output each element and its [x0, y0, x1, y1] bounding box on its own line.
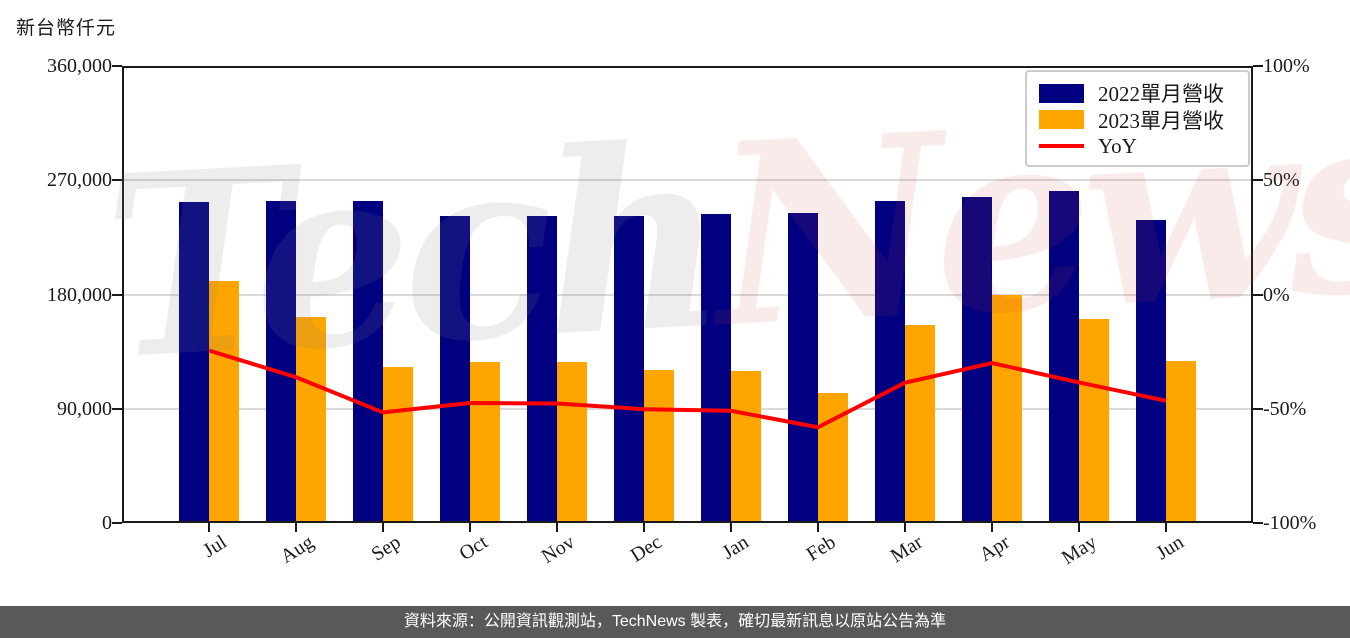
left-tick	[112, 522, 122, 524]
x-axis-label-Jan: Jan	[718, 531, 753, 564]
left-tick	[112, 407, 122, 410]
left-axis-tick-label: 180,000	[47, 283, 112, 306]
bar-2023單月營收-Jul	[209, 280, 239, 523]
x-axis-label-Oct: Oct	[455, 531, 492, 565]
x-tick-Oct	[469, 523, 471, 532]
x-tick-Apr	[991, 523, 993, 532]
source-footer: 資料來源：公開資訊觀測站，TechNews 製表，確切最新訊息以原站公告為準	[0, 606, 1350, 638]
x-tick-Nov	[556, 523, 558, 532]
legend-item-2022: 2022單月營收	[1039, 80, 1238, 106]
right-tick	[1253, 179, 1263, 182]
x-axis-label-May: May	[1057, 531, 1101, 570]
legend-label-2023-revenue: 2023單月營收	[1098, 108, 1224, 133]
bar-2023單月營收-Aug	[296, 317, 326, 523]
x-axis-label-Jun: Jun	[1152, 531, 1188, 565]
x-tick-Dec	[643, 523, 645, 532]
bar-2022單月營收-Jun	[1136, 220, 1166, 523]
bar-2023單月營收-Oct	[470, 361, 500, 523]
bar-2022單月營收-Dec	[614, 215, 644, 523]
x-tick-Mar	[904, 523, 906, 532]
right-axis-tick-label: 50%	[1263, 169, 1300, 192]
right-tick	[1253, 522, 1263, 524]
right-axis-tick-label: 0%	[1263, 283, 1290, 306]
y-axis-unit-label: 新台幣仟元	[16, 18, 117, 39]
x-axis-label-Feb: Feb	[802, 531, 840, 566]
x-axis-label-Nov: Nov	[537, 531, 579, 568]
x-tick-Feb	[817, 523, 819, 532]
right-tick	[1253, 407, 1263, 410]
legend-swatch-2022-revenue	[1039, 83, 1084, 103]
x-axis-label-Jul: Jul	[199, 531, 231, 563]
bar-2022單月營收-Jan	[701, 213, 731, 523]
x-axis-label-Mar: Mar	[886, 531, 927, 568]
source-footer-text: 資料來源：公開資訊觀測站，TechNews 製表，確切最新訊息以原站公告為準	[403, 613, 947, 630]
x-tick-Sep	[382, 523, 384, 532]
bar-2022單月營收-Mar	[875, 200, 905, 523]
right-axis-tick-label: -50%	[1263, 397, 1307, 420]
x-axis-label-Apr: Apr	[975, 531, 1014, 567]
right-tick	[1253, 65, 1263, 67]
gridline	[122, 179, 1253, 182]
x-tick-Jul	[208, 523, 210, 532]
bar-2023單月營收-Sep	[383, 366, 413, 523]
x-tick-Jun	[1165, 523, 1167, 532]
right-tick	[1253, 293, 1263, 296]
x-axis-label-Sep: Sep	[367, 531, 405, 566]
bar-2022單月營收-Feb	[788, 212, 818, 523]
bar-2023單月營收-Feb	[818, 392, 848, 523]
bar-2022單月營收-Jul	[179, 201, 209, 523]
legend-item-2023: 2023單月營收	[1039, 107, 1238, 133]
legend-swatch-2023-revenue	[1039, 110, 1084, 129]
bar-2022單月營收-Nov	[527, 215, 557, 523]
left-tick	[112, 293, 122, 296]
bar-2022單月營收-May	[1049, 191, 1079, 523]
x-axis-label-Aug: Aug	[276, 531, 318, 568]
right-axis-tick-label: -100%	[1263, 512, 1317, 534]
gridline	[122, 293, 1253, 296]
bar-2023單月營收-Mar	[905, 324, 935, 523]
bar-2023單月營收-Dec	[644, 370, 674, 523]
left-axis-tick-label: 90,000	[57, 397, 112, 420]
left-axis-tick-label: 360,000	[47, 55, 112, 77]
legend-label-2022-revenue: 2022單月營收	[1098, 82, 1224, 106]
legend-label-yoy: YoY	[1098, 133, 1137, 158]
bar-2022單月營收-Sep	[353, 200, 383, 523]
right-axis-tick-label: 100%	[1263, 55, 1310, 77]
bar-2023單月營收-May	[1079, 318, 1109, 523]
bar-2022單月營收-Apr	[962, 196, 992, 523]
x-tick-May	[1078, 523, 1080, 532]
bar-2022單月營收-Oct	[440, 215, 470, 523]
legend-item-yoy: YoY	[1039, 133, 1238, 159]
x-axis-label-Dec: Dec	[626, 531, 666, 567]
left-axis-tick-label: 270,000	[47, 169, 112, 192]
bar-2022單月營收-Aug	[266, 200, 296, 523]
bar-2023單月營收-Apr	[992, 294, 1022, 523]
bar-2023單月營收-Jan	[731, 371, 761, 523]
left-tick	[112, 179, 122, 182]
x-tick-Jan	[730, 523, 732, 532]
legend-swatch-yoy-line	[1039, 144, 1084, 148]
bar-2023單月營收-Jun	[1166, 361, 1196, 523]
bar-2023單月營收-Nov	[557, 362, 587, 523]
legend: 2022單月營收 2023單月營收 YoY	[1025, 70, 1250, 167]
x-tick-Aug	[295, 523, 297, 532]
left-axis-tick-label: 0	[102, 512, 112, 534]
left-tick	[112, 65, 122, 67]
